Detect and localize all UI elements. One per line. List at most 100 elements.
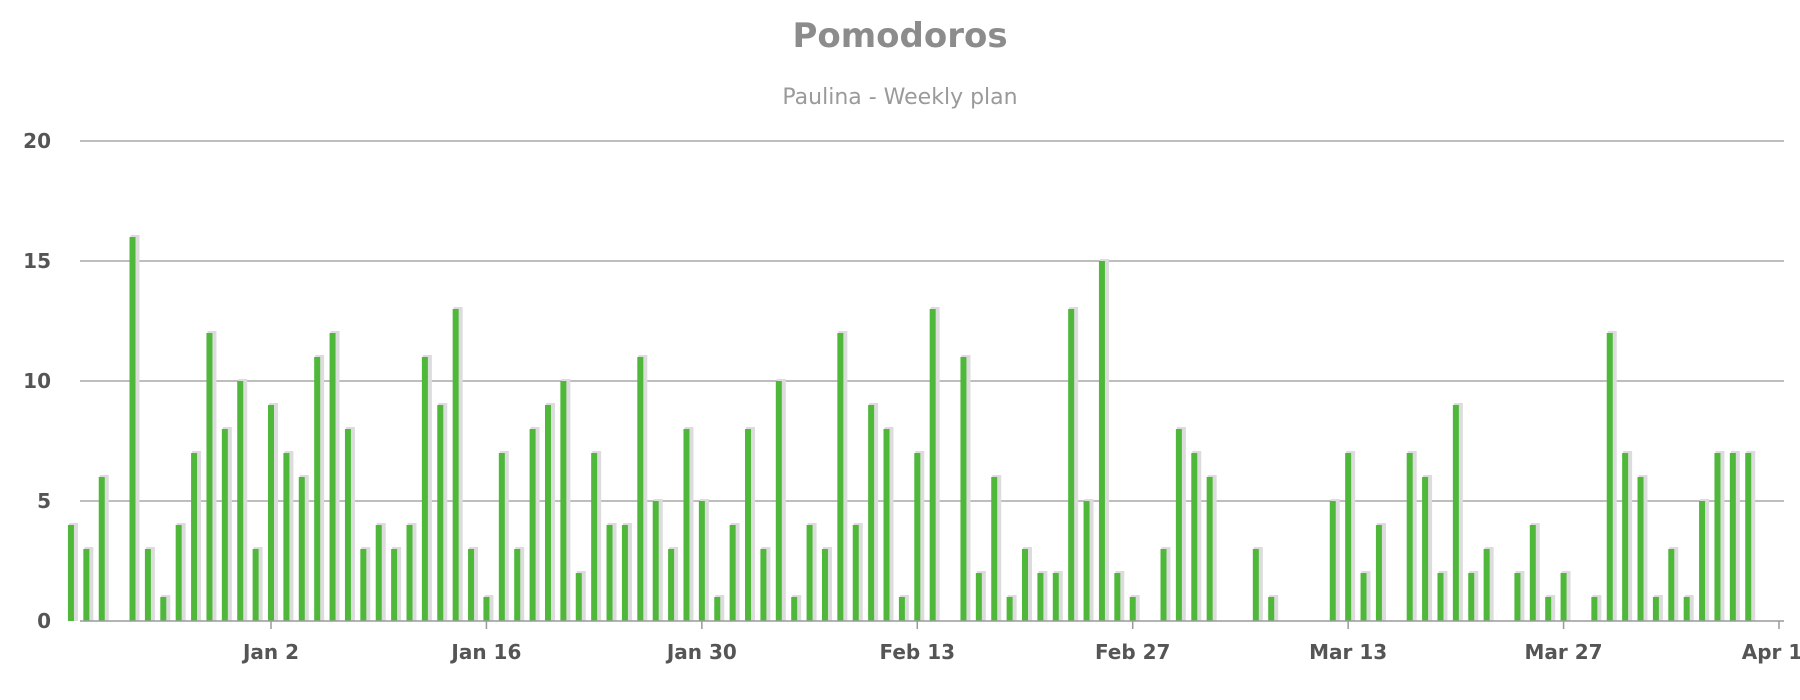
bar: [544, 405, 551, 621]
bar: [283, 453, 290, 621]
bar: [1345, 453, 1352, 621]
bar: [1268, 597, 1275, 621]
bar: [98, 477, 105, 621]
axes: 0 5 10 15 20 Jan 2 Jan 16 Jan 30 Feb 13 Feb 27 Mar…: [23, 129, 1800, 664]
bar: [391, 549, 398, 621]
bar: [668, 549, 675, 621]
bar: [821, 549, 828, 621]
bar: [806, 525, 813, 621]
bar: [1098, 261, 1105, 621]
bar: [129, 237, 136, 621]
x-tick-label: Jan 16: [449, 640, 521, 664]
bar: [437, 405, 444, 621]
bar: [160, 597, 167, 621]
x-tick-label: Jan 30: [665, 640, 737, 664]
y-tick-label: 15: [23, 249, 51, 273]
bar: [775, 381, 782, 621]
bar: [1006, 597, 1013, 621]
bar: [652, 501, 659, 621]
bar: [221, 429, 228, 621]
bar: [1175, 429, 1182, 621]
x-tick-label: Mar 13: [1309, 640, 1387, 664]
bar: [452, 309, 459, 621]
bar: [1068, 309, 1075, 621]
bar: [529, 429, 536, 621]
bar: [1329, 501, 1336, 621]
bar: [1606, 333, 1613, 621]
bar: [1422, 477, 1429, 621]
bar: [83, 549, 90, 621]
y-tick-label: 5: [37, 489, 51, 513]
bar: [252, 549, 259, 621]
bar: [298, 477, 305, 621]
bar: [975, 573, 982, 621]
y-tick-label: 20: [23, 129, 51, 153]
bar: [837, 333, 844, 621]
bar: [1514, 573, 1521, 621]
bar: [468, 549, 475, 621]
bar: [1560, 573, 1567, 621]
chart-title: Pomodoros: [792, 16, 1007, 56]
bar: [1729, 453, 1736, 621]
bar: [1375, 525, 1382, 621]
bar: [1437, 573, 1444, 621]
bar: [1252, 549, 1259, 621]
bar: [991, 477, 998, 621]
bar: [791, 597, 798, 621]
bar: [344, 429, 351, 621]
bar: [1683, 597, 1690, 621]
bar: [714, 597, 721, 621]
bar: [914, 453, 921, 621]
bar: [237, 381, 244, 621]
bar: [852, 525, 859, 621]
bar: [498, 453, 505, 621]
bar: [1083, 501, 1090, 621]
y-tick-label: 10: [23, 369, 51, 393]
bar: [1622, 453, 1629, 621]
bar: [1129, 597, 1136, 621]
bar: [591, 453, 598, 621]
bar: [421, 357, 428, 621]
x-tick-label: Feb 13: [880, 640, 956, 664]
bar: [1452, 405, 1459, 621]
x-tick-label: Apr 10: [1742, 640, 1800, 664]
bar: [1206, 477, 1213, 621]
x-tick-label: Feb 27: [1095, 640, 1171, 664]
bar: [144, 549, 151, 621]
x-tick-label: Mar 27: [1525, 640, 1603, 664]
bar: [1483, 549, 1490, 621]
chart-subtitle: Paulina - Weekly plan: [782, 85, 1017, 110]
bar: [1714, 453, 1721, 621]
bars: [67, 235, 1756, 621]
bar: [929, 309, 936, 621]
bar: [1191, 453, 1198, 621]
bar: [575, 573, 582, 621]
bar: [698, 501, 705, 621]
y-tick-label: 0: [37, 609, 51, 633]
bar: [683, 429, 690, 621]
x-tick-label: Jan 2: [241, 640, 299, 664]
bar: [1052, 573, 1059, 621]
bar: [560, 381, 567, 621]
bar: [1160, 549, 1167, 621]
bar: [1529, 525, 1536, 621]
bar: [1668, 549, 1675, 621]
bar: [314, 357, 321, 621]
bar: [898, 597, 905, 621]
bar: [1652, 597, 1659, 621]
bar: [1360, 573, 1367, 621]
bar: [745, 429, 752, 621]
bar: [960, 357, 967, 621]
bar: [406, 525, 413, 621]
bar: [1114, 573, 1121, 621]
bar: [483, 597, 490, 621]
bar: [1022, 549, 1028, 621]
bar: [175, 525, 182, 621]
bar: [637, 357, 644, 621]
bar: [760, 549, 767, 621]
bar: [1545, 597, 1552, 621]
bar: [329, 333, 336, 621]
bar: [191, 453, 198, 621]
bar: [1699, 501, 1706, 621]
